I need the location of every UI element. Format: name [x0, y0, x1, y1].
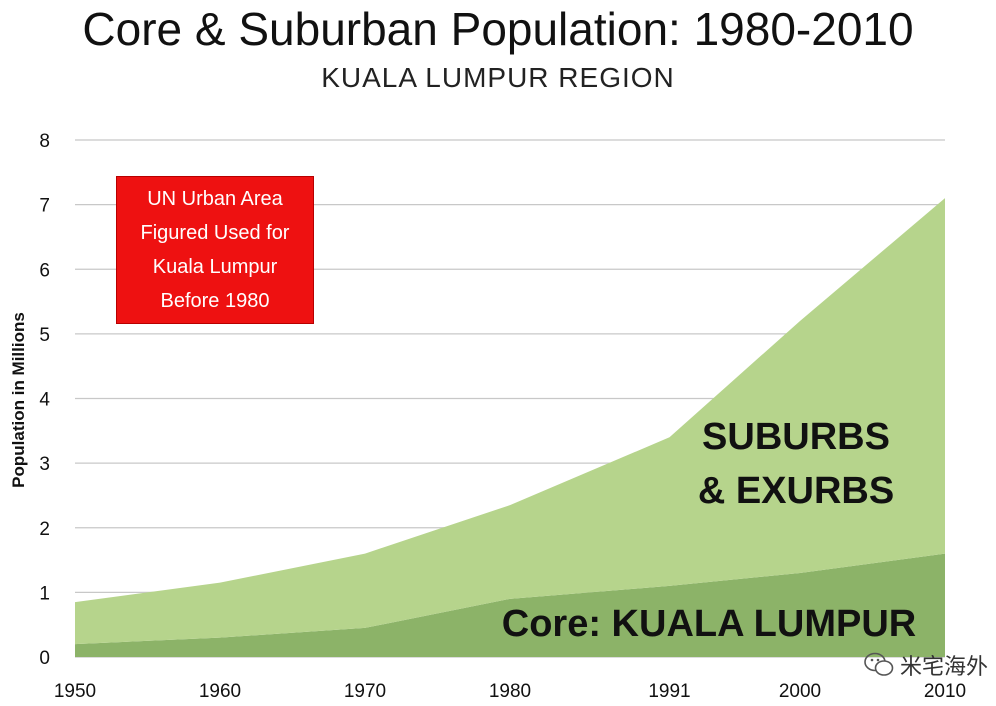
y-axis-ticks: 0 1 2 3 4 5 6 7 8 [39, 131, 50, 669]
y-tick-2: 2 [39, 519, 50, 540]
y-tick-8: 8 [39, 131, 50, 152]
watermark: 米宅海外 [864, 650, 988, 680]
y-tick-6: 6 [39, 260, 50, 281]
un-urban-area-note: UN Urban Area Figured Used for Kuala Lum… [116, 176, 314, 324]
x-tick-1960: 1960 [199, 681, 241, 702]
suburbs-label-line-2: & EXURBS [698, 470, 894, 512]
x-tick-1980: 1980 [489, 681, 531, 702]
x-tick-1950: 1950 [54, 681, 96, 702]
y-axis-label: Population in Millions [9, 312, 28, 488]
wechat-icon [864, 652, 894, 676]
area-series [75, 198, 945, 657]
chart-subtitle: KUALA LUMPUR REGION [321, 62, 675, 93]
note-line-2: Figured Used for [140, 222, 290, 244]
note-line-1: UN Urban Area [147, 188, 283, 210]
x-tick-1991: 1991 [648, 681, 690, 702]
note-line-3: Kuala Lumpur [152, 256, 278, 278]
y-tick-7: 7 [39, 196, 50, 217]
y-tick-5: 5 [39, 325, 50, 346]
x-tick-2010: 2010 [924, 681, 966, 702]
chart-title: Core & Suburban Population: 1980-2010 [82, 3, 914, 55]
area-core [75, 553, 945, 657]
y-tick-1: 1 [39, 583, 50, 604]
note-line-4: Before 1980 [160, 290, 270, 312]
x-tick-1970: 1970 [344, 681, 386, 702]
y-tick-4: 4 [39, 390, 50, 411]
x-tick-2000: 2000 [779, 681, 821, 702]
y-tick-3: 3 [39, 454, 50, 475]
core-label: Core: KUALA LUMPUR [502, 603, 916, 645]
area-suburbs [75, 198, 945, 645]
y-tick-0: 0 [39, 648, 50, 669]
suburbs-label-line-1: SUBURBS [702, 416, 890, 458]
x-axis-ticks: 1950 1960 1970 1980 1991 2000 2010 [54, 681, 966, 702]
watermark-text: 米宅海外 [899, 654, 988, 679]
